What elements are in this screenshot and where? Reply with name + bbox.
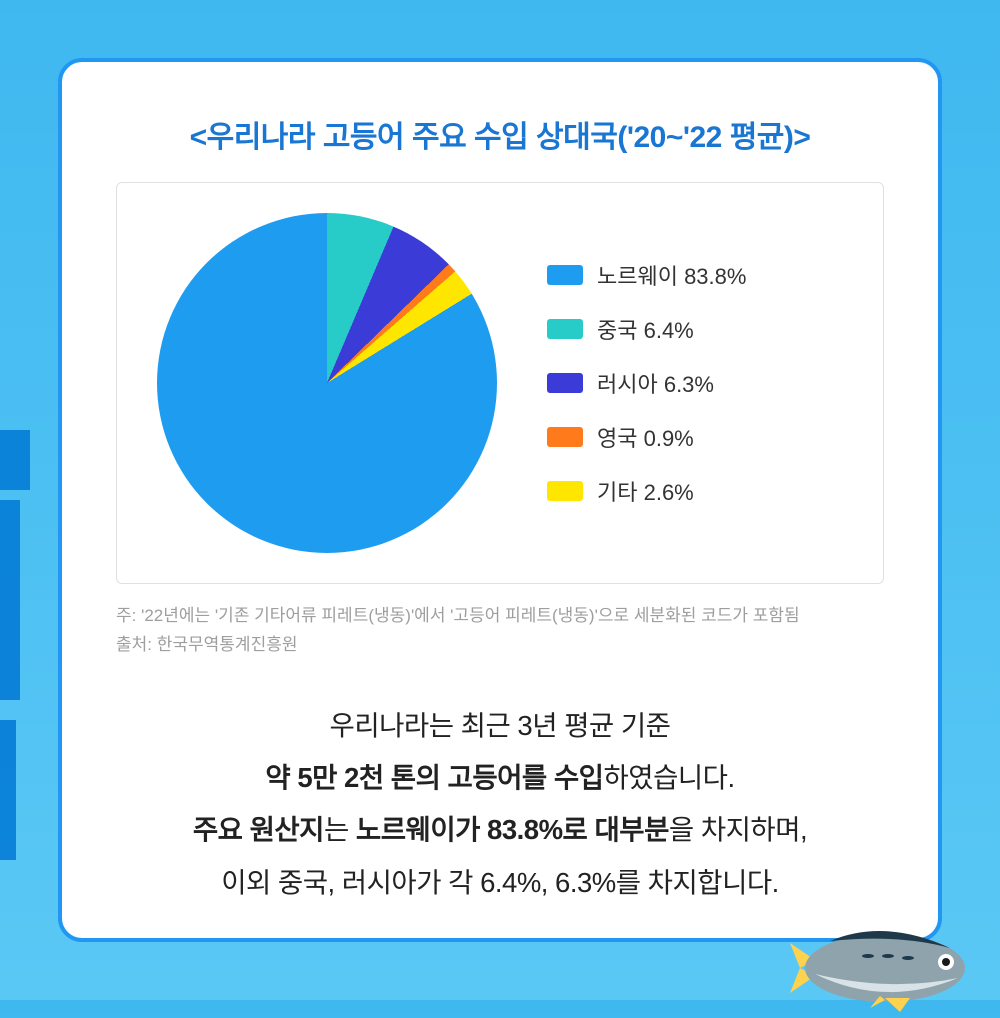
pie-chart xyxy=(157,213,497,553)
body-text: 우리나라는 최근 3년 평균 기준 약 5만 2천 톤의 고등어를 수입하였습니… xyxy=(116,700,884,909)
legend-item: 노르웨이 83.8% xyxy=(547,259,843,291)
fish-icon xyxy=(790,908,980,1018)
body-line-1: 우리나라는 최근 3년 평균 기준 xyxy=(116,700,884,752)
pie-graphic xyxy=(157,213,497,553)
bg-stripe xyxy=(0,430,30,490)
footnote-line: 주: '22년에는 '기존 기타어류 피레트(냉동)'에서 '고등어 피레트(냉… xyxy=(116,602,884,631)
legend-swatch xyxy=(547,319,583,339)
legend-swatch xyxy=(547,373,583,393)
chart-legend: 노르웨이 83.8% 중국 6.4% 러시아 6.3% 영국 0.9% 기타 2.6% xyxy=(547,259,843,507)
legend-item: 러시아 6.3% xyxy=(547,367,843,399)
legend-swatch xyxy=(547,427,583,447)
legend-swatch xyxy=(547,265,583,285)
content-card: <우리나라 고등어 주요 수입 상대국('20~'22 평균)> 노르웨이 83… xyxy=(58,58,942,942)
chart-container: 노르웨이 83.8% 중국 6.4% 러시아 6.3% 영국 0.9% 기타 2.6% xyxy=(116,182,884,584)
legend-label: 러시아 6.3% xyxy=(597,367,714,399)
legend-label: 기타 2.6% xyxy=(597,475,694,507)
bg-stripe xyxy=(0,720,16,860)
legend-item: 영국 0.9% xyxy=(547,421,843,453)
body-line-4: 이외 중국, 러시아가 각 6.4%, 6.3%를 차지합니다. xyxy=(116,857,884,909)
chart-title: <우리나라 고등어 주요 수입 상대국('20~'22 평균)> xyxy=(116,112,884,156)
bg-stripe xyxy=(0,500,20,700)
body-line-3: 주요 원산지는 노르웨이가 83.8%로 대부분을 차지하며, xyxy=(116,804,884,856)
legend-item: 기타 2.6% xyxy=(547,475,843,507)
legend-item: 중국 6.4% xyxy=(547,313,843,345)
legend-label: 노르웨이 83.8% xyxy=(597,259,746,291)
legend-label: 영국 0.9% xyxy=(597,421,694,453)
legend-label: 중국 6.4% xyxy=(597,313,694,345)
legend-swatch xyxy=(547,481,583,501)
body-line-2: 약 5만 2천 톤의 고등어를 수입하였습니다. xyxy=(116,752,884,804)
chart-footnotes: 주: '22년에는 '기존 기타어류 피레트(냉동)'에서 '고등어 피레트(냉… xyxy=(116,602,884,660)
footnote-line: 출처: 한국무역통계진흥원 xyxy=(116,631,884,660)
